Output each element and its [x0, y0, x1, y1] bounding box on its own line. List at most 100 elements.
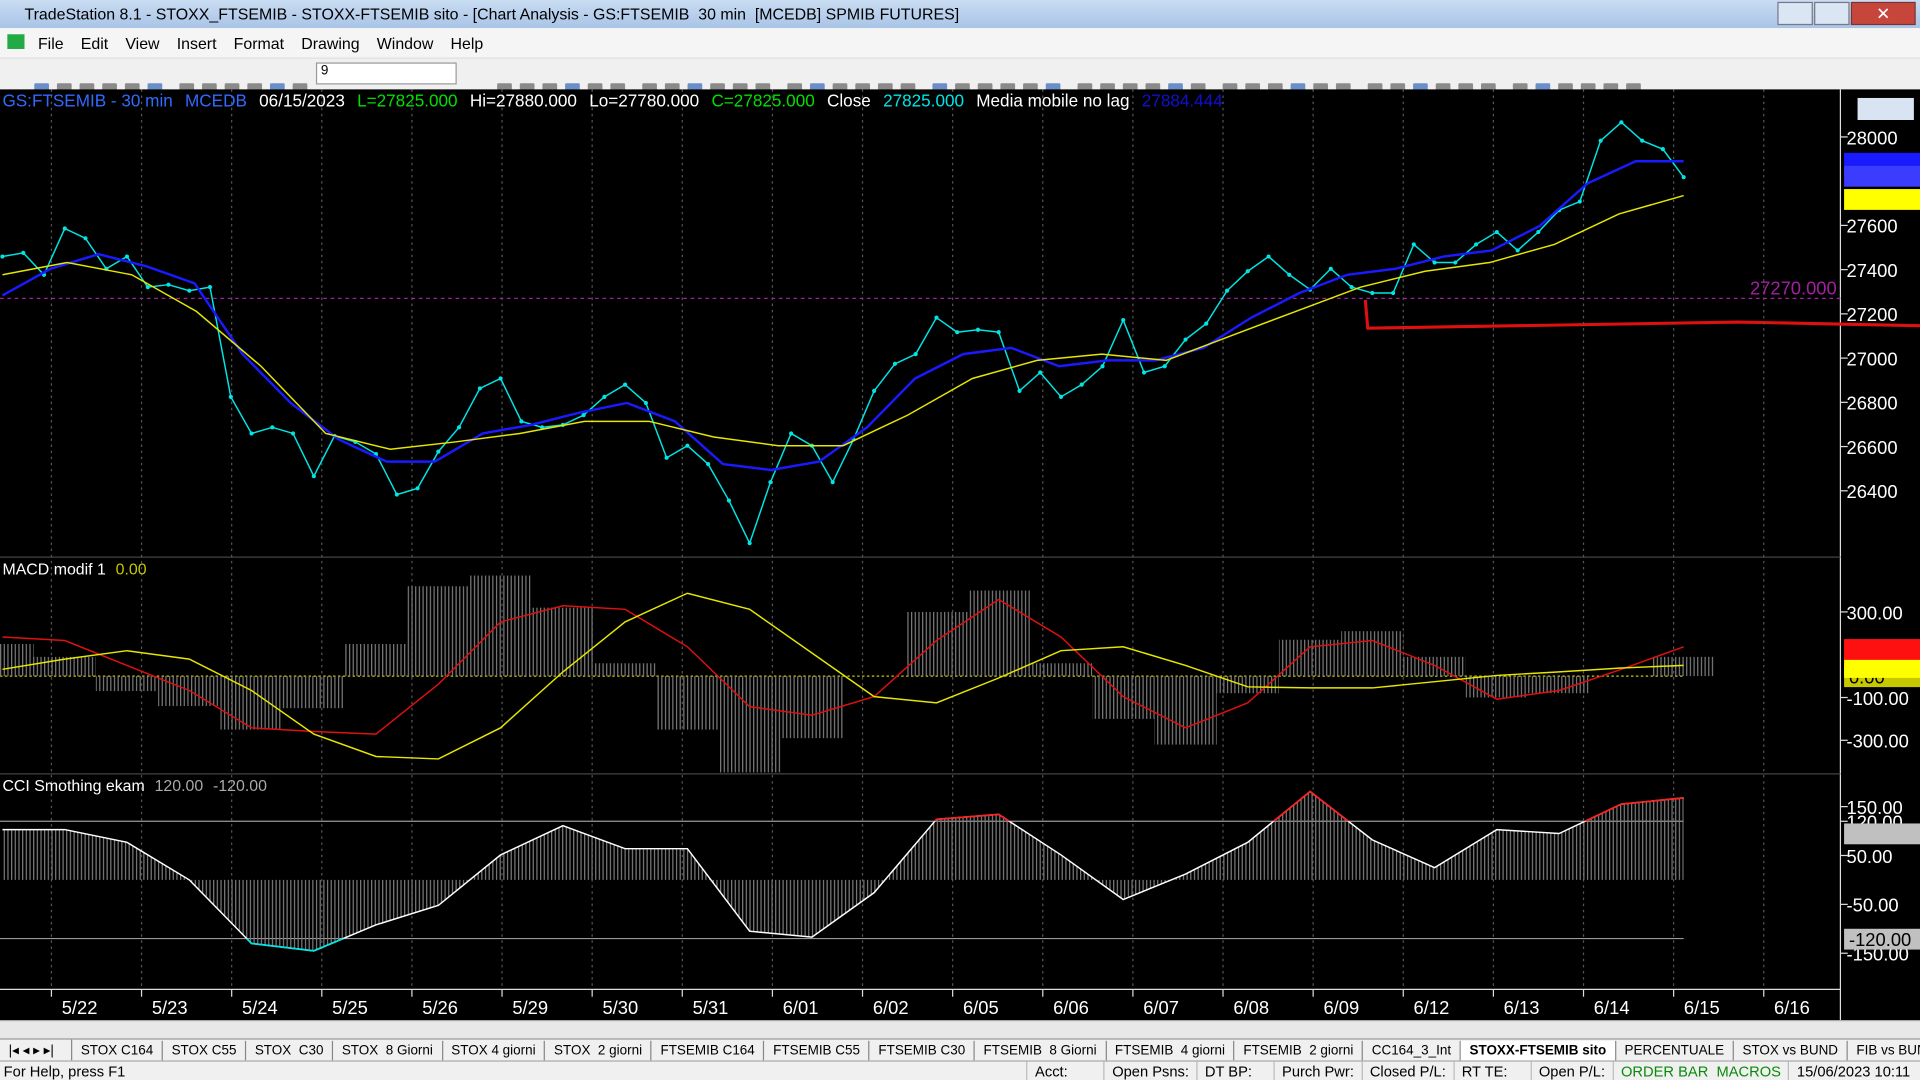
- y-tick-label: 150.00: [1847, 797, 1903, 818]
- trend-drawing[interactable]: [1363, 299, 1920, 330]
- time-label: 5/22: [62, 997, 98, 1018]
- help-text: For Help, press F1: [3, 1062, 126, 1080]
- axis-marker-box: [1844, 639, 1920, 660]
- histogram-bar: [780, 676, 844, 739]
- y-tick-label: -100.00: [1847, 688, 1909, 709]
- axis-marker-box: [1844, 928, 1920, 950]
- sheet-tab[interactable]: STOX 2 giorni: [545, 1040, 652, 1062]
- pane-legend: MACD modif 1 0.00: [2, 561, 146, 578]
- toolbar: 9: [0, 58, 1920, 98]
- sheet-tab[interactable]: FTSEMIB 4 giorni: [1106, 1040, 1235, 1062]
- chart-header: GS:FTSEMIB - 30 min MCEDB 06/15/2023 L=2782…: [2, 91, 1223, 111]
- y-tick-label: 26600: [1847, 437, 1898, 458]
- legend-value: 120.00: [155, 778, 204, 795]
- menu-item[interactable]: Insert: [176, 34, 217, 53]
- indicator-line: [2, 598, 1684, 735]
- histogram-bar: [1652, 656, 1715, 677]
- sheet-tab[interactable]: CC164_3_Int: [1363, 1040, 1461, 1062]
- menu-bar: File Edit View Insert Format Drawing Window Hel…: [0, 28, 1920, 59]
- sheet-tab[interactable]: FTSEMIB 2 giorni: [1235, 1040, 1364, 1062]
- window-controls[interactable]: ✕: [1773, 0, 1920, 27]
- time-label: 6/08: [1233, 997, 1269, 1018]
- sheet-tab[interactable]: FTSEMIB 8 Giorni: [975, 1040, 1107, 1062]
- app-icon: [7, 34, 25, 49]
- support-label: 27270.000: [1750, 278, 1837, 299]
- y-tick-label: 50.00: [1847, 846, 1893, 867]
- histogram-bar: [469, 575, 532, 677]
- menu-item[interactable]: File: [37, 34, 64, 53]
- status-field: Closed P/L:: [1361, 1061, 1453, 1080]
- menu-item[interactable]: Edit: [80, 34, 109, 53]
- header-item: L=27825.000: [357, 91, 457, 111]
- header-item: 06/15/2023: [259, 91, 345, 111]
- tab-scroll-buttons[interactable]: |◂ ◂ ▸ ▸|: [0, 1039, 73, 1061]
- histogram-bar: [1403, 656, 1466, 677]
- menu-item[interactable]: View: [125, 34, 160, 53]
- menu-item[interactable]: Format: [233, 34, 285, 53]
- y-tick-label: 27200: [1847, 304, 1898, 325]
- menu-item[interactable]: Drawing: [301, 34, 360, 53]
- sheet-tab[interactable]: STOX vs BUND: [1734, 1040, 1848, 1062]
- sheet-tab[interactable]: STOX C55: [163, 1040, 247, 1062]
- time-label: 6/06: [1053, 997, 1089, 1018]
- histogram-bar: [656, 676, 719, 730]
- histogram-bar: [905, 611, 968, 677]
- histogram-bar: [593, 663, 657, 677]
- y-tick-label: 26800: [1847, 393, 1898, 414]
- sheet-tab[interactable]: STOXX-FTSEMIB sito: [1460, 1040, 1616, 1062]
- header-item: Media mobile no lag: [976, 91, 1129, 111]
- symbol-box[interactable]: 9: [315, 62, 457, 85]
- sheet-tab[interactable]: STOX 8 Giorni: [333, 1040, 443, 1062]
- histogram-bar: [1341, 631, 1404, 677]
- pane-controls[interactable]: [1857, 97, 1914, 121]
- histogram-bar: [1154, 676, 1217, 745]
- y-tick-label: 27000: [1847, 348, 1898, 369]
- axis-marker-label: -120.00: [1849, 929, 1911, 950]
- histogram-bar: [220, 676, 283, 730]
- y-tick-label: 28000: [1847, 127, 1898, 148]
- workspace-tabs: |◂ ◂ ▸ ▸| STOX C164 STOX C55 STOX C30 STOX 8…: [0, 1038, 1920, 1062]
- time-label: 6/16: [1774, 997, 1810, 1018]
- indicator-line: [2, 592, 1684, 760]
- indicator-line: [1, 160, 1684, 472]
- time-label: 6/14: [1594, 997, 1630, 1018]
- sheet-tab[interactable]: STOX C164: [72, 1040, 163, 1062]
- histogram-bar: [1029, 663, 1093, 677]
- sheet-tab[interactable]: FTSEMIB C55: [765, 1040, 870, 1062]
- axis-marker-box: [1844, 189, 1920, 210]
- sheet-tab[interactable]: FTSEMIB C30: [870, 1040, 975, 1062]
- menu-item[interactable]: Help: [450, 34, 484, 53]
- y-tick-label: -300.00: [1847, 731, 1909, 752]
- histogram-bar: [1092, 676, 1155, 719]
- sheet-tab[interactable]: FIB vs BUND: [1848, 1041, 1920, 1062]
- y-tick-label: 300.00: [1847, 602, 1903, 623]
- sheet-tab[interactable]: STOX 4 giorni: [443, 1040, 546, 1062]
- sheet-tab[interactable]: STOX C30: [246, 1040, 334, 1062]
- y-tick-label: -50.00: [1847, 895, 1899, 916]
- header-item: GS:FTSEMIB - 30 min: [2, 91, 172, 111]
- pane-title: CCI Smothing ekam: [2, 778, 144, 795]
- header-item: Close: [827, 91, 871, 111]
- chart: 5/22 5/23 5/24 5/25 5/26 5/29 5/30 5/31 6/01 6/02…: [0, 89, 1920, 1021]
- axis-marker-box: [1844, 165, 1920, 187]
- title-bar: TradeStation 8.1 - STOXX_FTSEMIB - STOXX…: [0, 0, 1920, 29]
- macro-indicator: ORDER BAR MACROS: [1612, 1061, 1788, 1080]
- time-label: 6/09: [1323, 997, 1359, 1018]
- status-field: Acct:: [1026, 1061, 1103, 1080]
- histogram-bar: [0, 644, 34, 677]
- horizontal-scrollbar[interactable]: [0, 1020, 1920, 1040]
- sheet-tab[interactable]: FTSEMIB C164: [652, 1040, 765, 1062]
- time-label: 6/07: [1143, 997, 1179, 1018]
- time-label: 5/24: [242, 997, 278, 1018]
- status-bar: For Help, press F1 Acct: Open Psns: DT BP:…: [0, 1060, 1920, 1080]
- status-field: Purch Pwr:: [1273, 1061, 1361, 1080]
- header-item: 27825.000: [883, 91, 964, 111]
- sheet-tab[interactable]: PERCENTUALE: [1616, 1040, 1734, 1062]
- menu-item[interactable]: Window: [376, 34, 434, 53]
- header-item: 27884.444: [1142, 91, 1223, 111]
- histogram-bar: [1465, 676, 1529, 698]
- time-label: 6/15: [1684, 997, 1720, 1018]
- clock: 15/06/2023 10:11: [1788, 1061, 1917, 1080]
- header-item: C=27825.000: [711, 91, 814, 111]
